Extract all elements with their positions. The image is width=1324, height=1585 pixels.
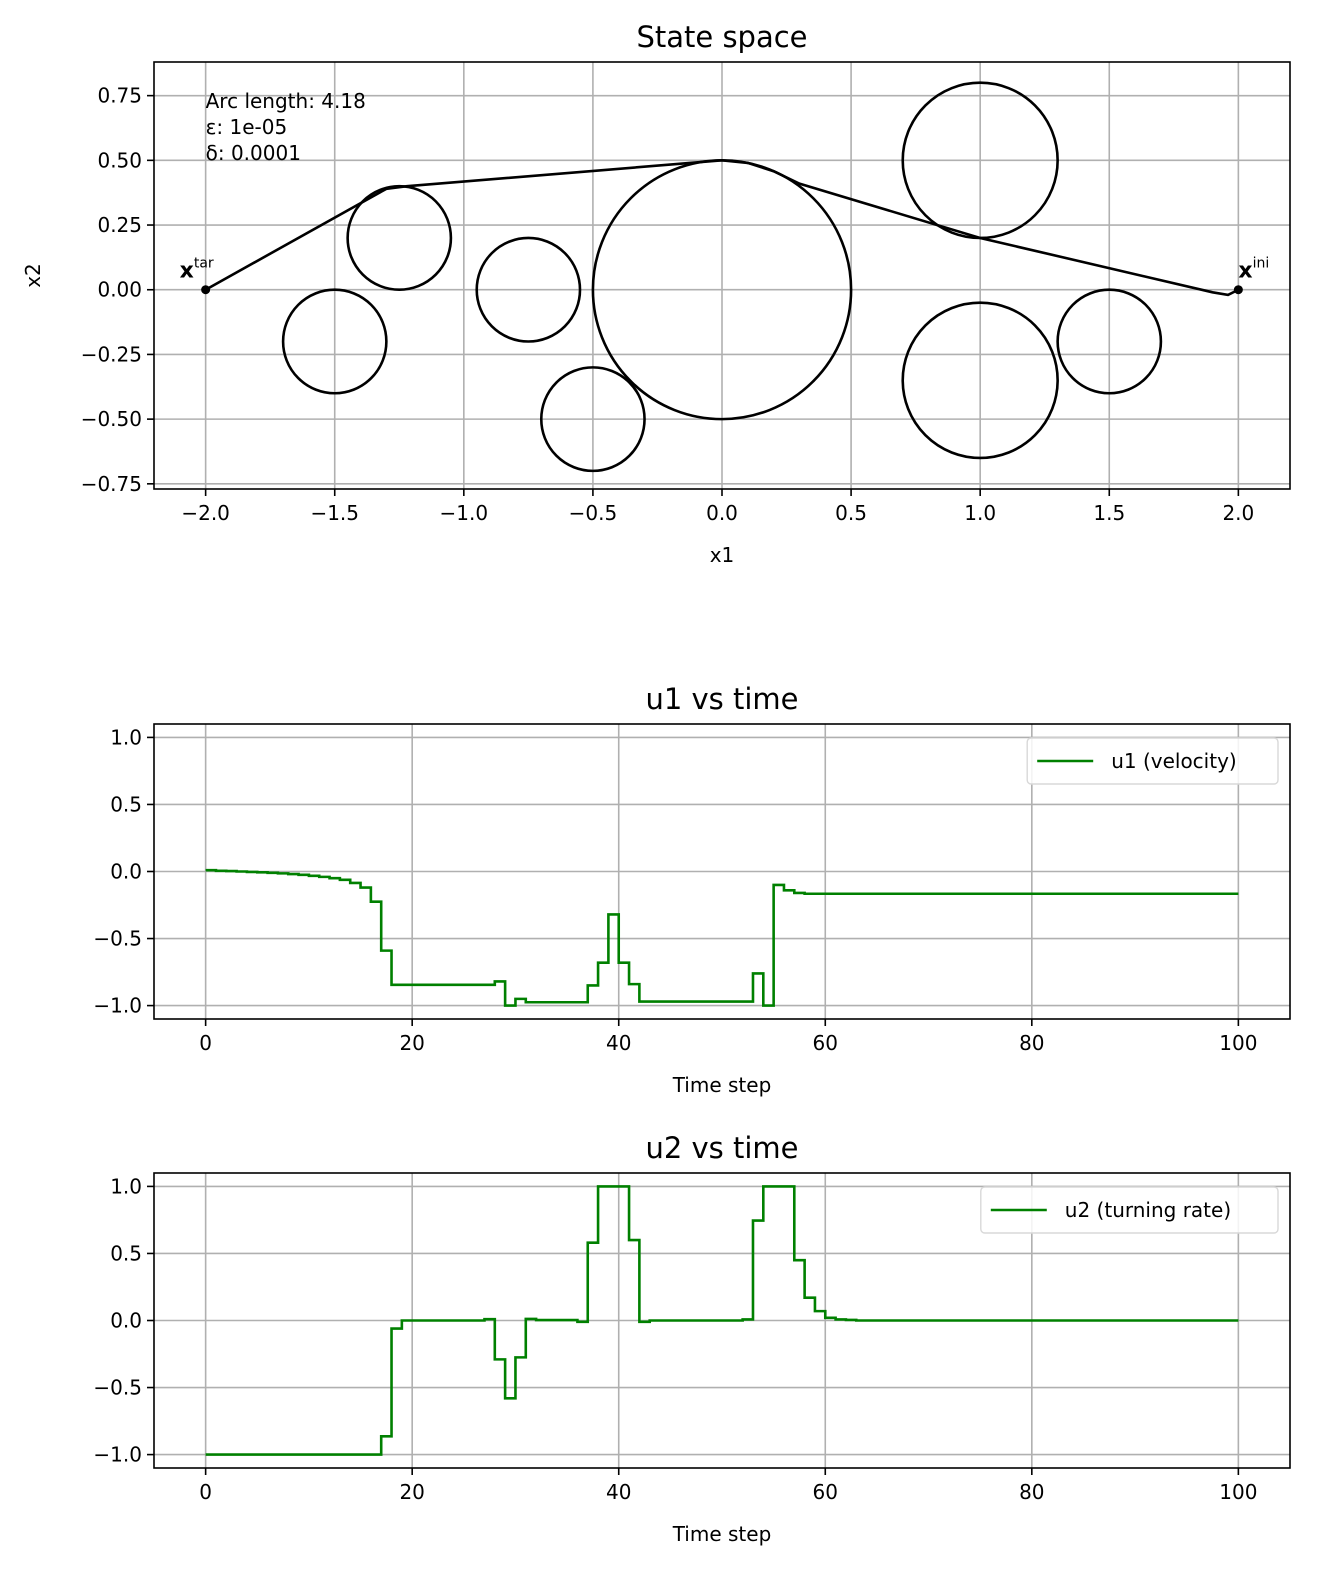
obstacle-circle <box>1056 288 1163 395</box>
x-axis-label: Time step <box>672 1522 772 1546</box>
trajectory-line <box>205 159 1239 297</box>
chart-title: u1 vs time <box>645 682 798 716</box>
legend: u2 (turning rate) <box>980 1186 1279 1234</box>
plot-area <box>205 1185 1239 1456</box>
subplot-3: 0 20 40 60 80 100 1.0 0.5 0.0 −0.5 −1.0 u2 vs time T… <box>93 1131 1291 1546</box>
legend-box <box>980 1186 1279 1234</box>
endpoint-label-sup: ini <box>1253 256 1270 272</box>
y-tick-label: 0.25 <box>97 213 142 237</box>
x-tick-label: 1.5 <box>1093 501 1125 525</box>
legend-label: u2 (turning rate) <box>1065 1198 1231 1222</box>
y-tick-label: 0.0 <box>110 860 142 884</box>
chart-title: State space <box>636 20 807 54</box>
annotation-text: ε: 1e-05 <box>206 115 288 139</box>
subplot-2: 0 20 40 60 80 100 1.0 0.5 0.0 −0.5 −1.0 u1 vs time T… <box>93 682 1291 1097</box>
x-tick-label: 0 <box>199 1480 212 1504</box>
x-tick-label: 60 <box>813 1480 838 1504</box>
x-axis-label: Time step <box>672 1073 772 1097</box>
y-axis-label: x2 <box>21 263 45 288</box>
y-tick-label: −0.50 <box>81 407 142 431</box>
endpoint-label-base: x <box>180 259 194 284</box>
y-tick-label: 1.0 <box>110 725 142 749</box>
axes-frame <box>153 723 1291 1020</box>
legend-label: u1 (velocity) <box>1111 749 1237 773</box>
axes-frame <box>153 61 1291 490</box>
x-tick-label: −0.5 <box>569 501 618 525</box>
y-tick-label: 0.5 <box>110 1241 142 1265</box>
endpoint-marker <box>1233 285 1243 295</box>
y-tick-label: 0.75 <box>97 84 142 108</box>
y-tick-label: 0.00 <box>97 278 142 302</box>
series-line-1 <box>205 868 1239 1007</box>
x-tick-label: 2.0 <box>1222 501 1254 525</box>
x-tick-label: 100 <box>1219 1031 1257 1055</box>
x-tick-label: 20 <box>399 1031 424 1055</box>
x-tick-label: 60 <box>813 1031 838 1055</box>
obstacle-circle <box>901 301 1059 460</box>
endpoint-marker <box>201 285 211 295</box>
x-tick-label: 0.5 <box>835 501 867 525</box>
annotation-text: δ: 0.0001 <box>206 141 301 165</box>
y-tick-label: −0.75 <box>81 472 142 496</box>
x-tick-label: −1.0 <box>440 501 489 525</box>
y-tick-label: 0.5 <box>110 792 142 816</box>
x-tick-label: 80 <box>1019 1480 1044 1504</box>
x-axis-label: x1 <box>710 543 735 567</box>
x-tick-label: −2.0 <box>181 501 230 525</box>
y-tick-label: −0.5 <box>93 927 142 951</box>
legend-box <box>1026 737 1279 785</box>
annotation-text: Arc length: 4.18 <box>206 89 366 113</box>
axes-frame <box>153 1172 1291 1469</box>
x-tick-label: 100 <box>1219 1480 1257 1504</box>
y-tick-label: 1.0 <box>110 1174 142 1198</box>
endpoint-label: xtar <box>180 256 214 284</box>
y-tick-label: −1.0 <box>93 994 142 1018</box>
y-tick-label: 0.0 <box>110 1309 142 1333</box>
y-tick-label: 0.50 <box>97 148 142 172</box>
x-tick-label: −1.5 <box>310 501 359 525</box>
chart-title: u2 vs time <box>645 1131 798 1165</box>
x-tick-label: 40 <box>606 1480 631 1504</box>
plot-area <box>205 81 1239 473</box>
endpoint-label: xini <box>1238 256 1269 284</box>
x-tick-label: 80 <box>1019 1031 1044 1055</box>
x-tick-label: 40 <box>606 1031 631 1055</box>
subplot-1: −2.0 −1.5 −1.0 −0.5 0.0 0.5 1.0 1.5 2.0 0.75 0.50 0… <box>21 20 1291 567</box>
x-tick-label: 0 <box>199 1031 212 1055</box>
obstacle-circle <box>281 288 388 395</box>
x-tick-label: 0.0 <box>706 501 738 525</box>
legend: u1 (velocity) <box>1026 737 1279 785</box>
x-tick-label: 20 <box>399 1480 424 1504</box>
endpoint-label-base: x <box>1238 259 1252 284</box>
endpoint-label-sup: tar <box>194 256 214 272</box>
plot-area <box>205 868 1239 1007</box>
x-tick-label: 1.0 <box>964 501 996 525</box>
obstacle-circle <box>475 236 582 343</box>
y-tick-label: −0.5 <box>93 1376 142 1400</box>
y-tick-label: −1.0 <box>93 1443 142 1467</box>
obstacle-circle <box>539 366 646 473</box>
series-line-1 <box>205 1185 1239 1456</box>
y-tick-label: −0.25 <box>81 342 142 366</box>
